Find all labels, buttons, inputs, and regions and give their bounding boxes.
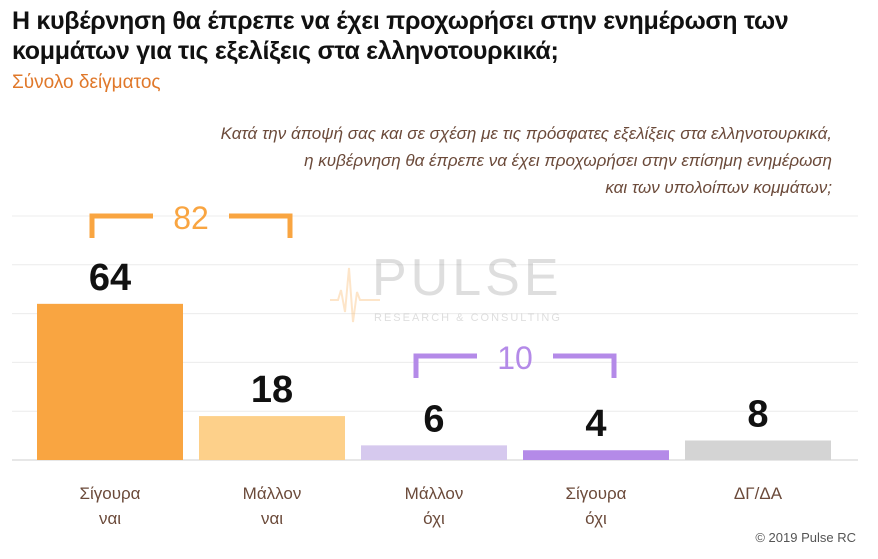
bar	[361, 445, 507, 460]
bar	[523, 450, 669, 460]
bar	[37, 303, 183, 460]
question-line-3: και των υπολοίπων κομμάτων;	[605, 178, 832, 197]
watermark-pulse-icon	[330, 267, 380, 323]
bar-value-label: 18	[251, 369, 293, 411]
bar-value-label: 64	[89, 257, 131, 299]
bar-value-label: 4	[585, 403, 606, 445]
bar	[685, 440, 831, 460]
question-line-2: η κυβέρνηση θα έπρεπε να έχει προχωρήσει…	[304, 151, 832, 170]
pulse-watermark: PULSE RESEARCH & CONSULTING	[330, 249, 563, 324]
bracket-total-label: 82	[173, 200, 209, 236]
bar-value-label: 6	[423, 398, 444, 440]
copyright-footer: © 2019 Pulse RC	[755, 530, 856, 545]
category-label: Σίγουρα	[79, 484, 140, 503]
category-label: ΔΓ/ΔΑ	[734, 484, 783, 503]
survey-question: Κατά την άποψή σας και σε σχέση με τις π…	[72, 120, 832, 201]
bar-value-label: 8	[747, 393, 768, 435]
chart-bars	[37, 303, 831, 460]
page-subtitle: Σύνολο δείγματος	[12, 72, 161, 93]
chart-brackets: 82 10	[89, 200, 617, 378]
bracket-right-arm	[229, 213, 293, 238]
category-label: όχι	[423, 509, 445, 528]
category-label: ναι	[261, 509, 283, 528]
bracket-left-arm	[413, 353, 477, 378]
category-label: Μάλλον	[243, 484, 302, 503]
category-label: Μάλλον	[405, 484, 464, 503]
category-label: ναι	[99, 509, 121, 528]
bracket: 82	[89, 200, 293, 238]
bracket-left-arm	[89, 213, 153, 238]
question-line-1: Κατά την άποψή σας και σε σχέση με τις π…	[220, 124, 832, 143]
category-label: όχι	[585, 509, 607, 528]
category-label: Σίγουρα	[565, 484, 626, 503]
bar	[199, 416, 345, 460]
bracket: 10	[413, 340, 617, 378]
bracket-total-label: 10	[497, 340, 533, 376]
bracket-right-arm	[553, 353, 617, 378]
page-title: Η κυβέρνηση θα έπρεπε να έχει προχωρήσει…	[12, 7, 789, 65]
watermark-tagline: RESEARCH & CONSULTING	[374, 312, 562, 324]
watermark-name: PULSE	[372, 249, 563, 307]
chart-category-labels: Σίγουρα ναι Μάλλον ναι Μάλλον όχι Σίγουρα όχι ΔΓ…	[79, 484, 782, 528]
